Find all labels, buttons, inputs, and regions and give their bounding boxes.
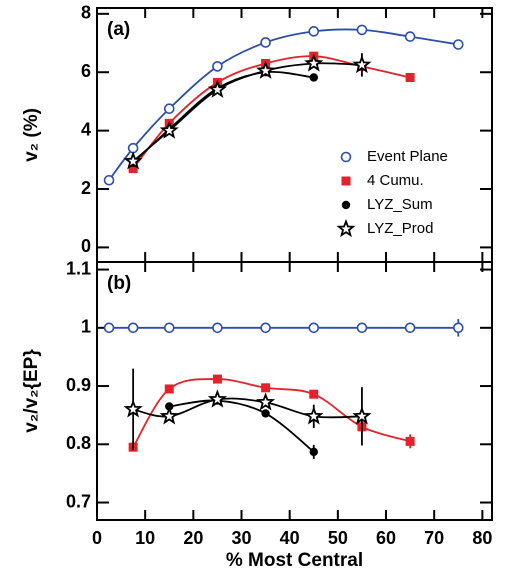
marker	[308, 26, 320, 37]
legend-label: 4 Cumu.	[367, 172, 424, 189]
x-tick-label: 20	[183, 528, 203, 548]
x-tick-label: 70	[424, 528, 444, 548]
marker	[123, 399, 143, 418]
marker	[356, 322, 368, 334]
marker	[304, 53, 324, 72]
marker	[309, 73, 318, 82]
y-tick-label: 2	[81, 178, 91, 198]
series-line	[169, 399, 315, 453]
marker	[256, 60, 276, 79]
marker	[212, 322, 223, 334]
marker	[159, 406, 179, 425]
legend-marker	[340, 151, 352, 163]
marker	[159, 120, 179, 139]
marker	[163, 322, 175, 334]
x-tick-label: 80	[472, 528, 492, 548]
legend-label: LYZ_Sum	[367, 196, 433, 213]
marker	[452, 39, 464, 50]
panel-label: (a)	[107, 19, 130, 40]
y-tick-label: 1.1	[66, 258, 91, 278]
marker	[352, 406, 372, 425]
marker	[103, 322, 115, 334]
x-axis-label: % Most Central	[226, 550, 363, 571]
x-tick-label: 50	[328, 528, 348, 548]
plot-frame	[96, 261, 493, 521]
marker	[212, 374, 222, 384]
marker	[207, 389, 228, 408]
x-tick-label: 0	[92, 528, 102, 548]
y-tick-label: 4	[81, 119, 91, 139]
y-tick-label: 6	[81, 61, 91, 81]
marker	[404, 31, 416, 42]
y-axis-label: v₂ (%)	[21, 108, 42, 162]
marker	[405, 436, 415, 446]
y-axis-label: v₂/v₂{EP}	[21, 349, 42, 433]
marker	[405, 72, 415, 82]
marker	[261, 409, 270, 418]
marker	[308, 322, 320, 334]
legend-label: LYZ_Prod	[367, 220, 433, 237]
marker	[260, 37, 271, 48]
x-tick-label: 40	[280, 528, 300, 548]
legend-marker	[341, 176, 351, 186]
marker	[352, 54, 372, 74]
panel-label: (b)	[107, 273, 131, 294]
marker	[164, 384, 174, 394]
marker	[404, 322, 416, 334]
legend-marker	[336, 218, 356, 238]
marker	[356, 24, 368, 36]
marker	[309, 389, 319, 399]
marker	[128, 164, 138, 174]
marker	[212, 61, 223, 72]
marker	[452, 322, 464, 334]
y-tick-label: 8	[81, 3, 91, 23]
marker	[163, 103, 175, 115]
legend-marker	[341, 200, 351, 210]
y-tick-label: 0.7	[66, 491, 91, 511]
y-tick-label: 0.9	[66, 375, 91, 395]
legend-label: Event Plane	[367, 148, 448, 165]
marker	[127, 322, 139, 334]
marker	[261, 383, 271, 393]
marker	[127, 142, 139, 154]
x-tick-label: 60	[376, 528, 396, 548]
marker	[309, 447, 318, 457]
marker	[260, 322, 271, 334]
x-tick-label: 30	[231, 528, 251, 548]
marker	[123, 151, 143, 170]
marker	[207, 79, 228, 98]
marker	[304, 406, 324, 425]
y-tick-label: 0	[81, 236, 91, 256]
marker	[103, 174, 115, 186]
y-tick-label: 0.8	[66, 433, 91, 453]
y-tick-label: 1	[81, 317, 91, 337]
marker	[256, 392, 276, 411]
x-tick-label: 10	[135, 528, 155, 548]
